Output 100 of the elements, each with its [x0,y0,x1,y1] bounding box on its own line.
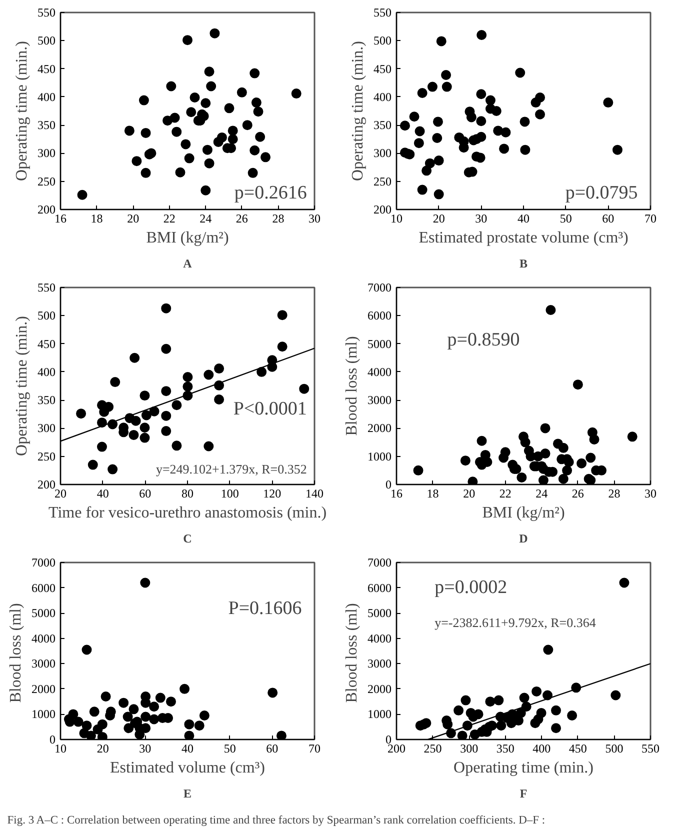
point [612,144,622,155]
point [291,88,302,99]
x-tick-label: 20 [463,486,476,500]
x-tick-label: 24 [536,486,548,500]
y-tick-label: 550 [374,6,392,20]
text: E [184,786,192,800]
point [130,416,141,426]
point [161,303,172,314]
x-tick-label: 500 [605,742,624,756]
y-tick-label: 1000 [32,707,56,722]
point [540,448,550,459]
y-tick-label: 6000 [368,580,392,595]
x-tick-label: 26 [572,486,584,500]
point [536,708,546,718]
x-axis-title: Estimated volume (cm³) [110,760,265,776]
point [248,168,258,178]
point [468,476,478,484]
y-tick-label: 3000 [368,656,392,671]
x-axis-title: Operating time (min.) [454,760,594,776]
point [460,456,470,466]
point [586,452,596,463]
point [520,437,530,448]
point [460,695,471,706]
point [546,305,556,316]
x-tick-label: 20 [127,212,140,226]
point [532,686,542,696]
point [224,103,234,114]
point [516,472,527,482]
point [89,706,100,717]
text: F [520,786,528,800]
x-tick-label: 10 [390,212,402,226]
point [149,702,160,712]
y-tick-label: 2000 [32,682,56,696]
point [161,410,172,421]
y-axis-title: Blood loss (ml) [344,336,360,436]
point [417,88,428,98]
annotation: p=0.2616 [234,182,307,204]
x-axis-title: Time for vesico-urethro anastomosis (min.) [48,504,327,522]
point [184,719,194,730]
point [558,474,568,484]
x-tick-label: 28 [272,212,284,226]
point [236,87,247,98]
y-tick-label: 300 [374,146,392,160]
x-tick-label: 40 [182,742,194,756]
point [149,714,160,724]
y-axis-title: Blood loss (ml) [8,603,24,703]
point [476,116,486,126]
x-tick-label: 30 [475,212,488,226]
point [458,142,469,153]
x-tick-label: 26 [236,212,248,226]
y-axis-title: Operating time (min.) [14,41,30,181]
point [86,730,96,740]
point [140,390,150,401]
point [182,372,193,382]
x-tick-label: 28 [608,486,620,500]
y-tick-label: 400 [38,90,56,104]
x-tick-label: 16 [390,486,402,500]
point [175,167,186,178]
point [250,145,260,156]
point [476,89,486,100]
point [124,126,134,136]
point [180,139,191,150]
point [161,386,172,396]
annotation: P=0.1606 [228,598,302,620]
point [100,692,111,702]
x-tick-label: 40 [96,486,109,500]
text: D [519,532,528,546]
point [97,719,108,730]
x-tick-label: 50 [224,742,236,756]
point [194,720,204,731]
point [251,98,262,108]
point [82,720,92,731]
point [206,81,216,92]
point [572,380,583,390]
point [73,716,84,727]
point [216,132,227,142]
point [96,442,107,452]
x-tick-label: 70 [644,212,656,226]
point [576,458,587,468]
point [182,382,193,392]
x-tick-label: 20 [96,742,109,756]
point [538,475,548,484]
y-tick-label: 200 [374,202,392,216]
y-tick-label: 5000 [368,336,392,351]
y-tick-label: 3000 [32,656,56,671]
point [494,695,504,706]
point [182,35,192,46]
y-tick-label: 1000 [368,449,392,464]
point [184,730,194,740]
x-tick-label: 30 [644,486,656,500]
point [432,133,442,144]
point [122,712,133,722]
caption: Fig. 3 A–C : Correlation between operating time and three factors by Spearman’s rank correlation coefficients. D–F : [7,814,546,826]
point [140,168,151,178]
point [427,82,438,92]
point [491,106,502,116]
annotation: P<0.0001 [233,398,307,420]
point [551,705,562,716]
point [200,98,211,108]
y-tick-label: 1000 [368,707,392,722]
